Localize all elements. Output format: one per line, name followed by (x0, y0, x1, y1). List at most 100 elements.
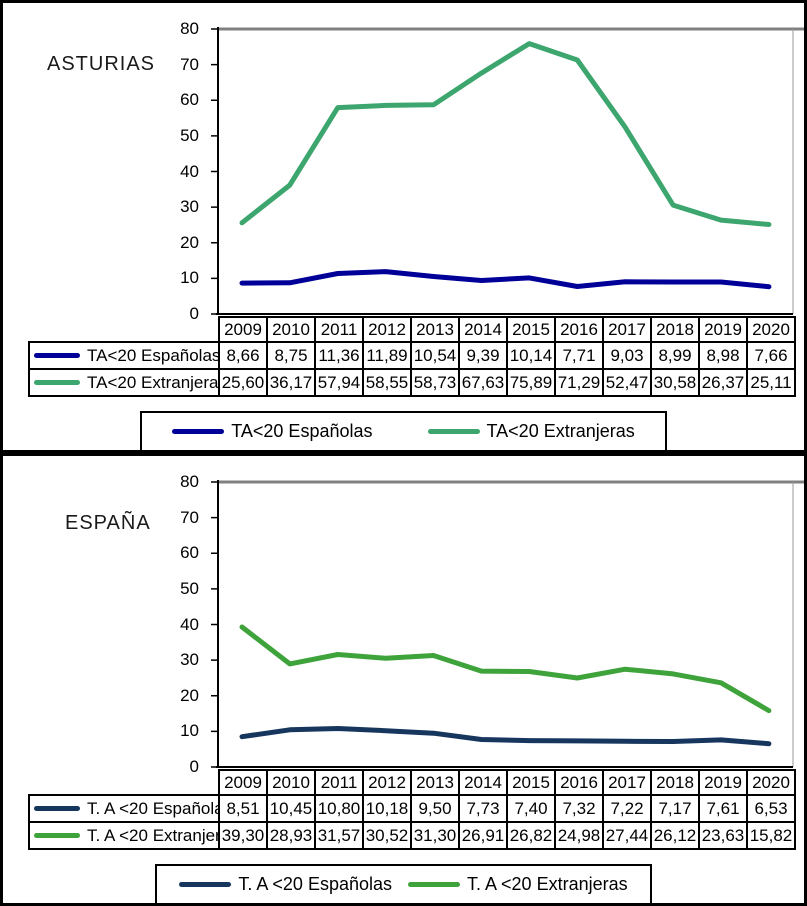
series-name: TA<20 Españolas (87, 345, 219, 365)
y-tick-label: 40 (180, 161, 199, 181)
line-t-a-20-espa-olas (239, 726, 772, 747)
legend-line-swatch (172, 429, 225, 434)
value-cell: 7,71 (554, 341, 604, 370)
value-cell: 31,57 (314, 821, 364, 850)
series-label-cell: TA<20 Españolas (28, 341, 220, 370)
value-cell: 28,93 (266, 821, 316, 850)
legend-entry-ta-20-extranjeras: TA<20 Extranjeras (427, 421, 635, 442)
legend-line-swatch (179, 882, 232, 887)
value-cell: 7,40 (506, 794, 556, 823)
panel-espana: ESPAÑA 0 10 20 30 40 50 60 70 80 2009 2010 2011 201… (0, 453, 807, 906)
value-cell: 10,18 (362, 794, 412, 823)
year-label: 2017 (602, 316, 652, 343)
y-tick-label: 10 (180, 721, 199, 741)
y-tick-label: 60 (180, 543, 199, 563)
year-label: 2020 (746, 316, 796, 343)
series-label: TA<20 Extranjeras (31, 373, 217, 393)
value-cell: 23,63 (698, 821, 748, 850)
value-cell: 10,45 (266, 794, 316, 823)
value-cell: 26,91 (458, 821, 508, 850)
y-tick-label: 60 (180, 90, 199, 110)
data-table-asturias: 2009 2010 2011 2012 2013 2014 2015 2016 2017 2018… (28, 316, 796, 397)
value-cell: 6,53 (746, 794, 796, 823)
table-row-ta-20-espa-olas: TA<20 Españolas 8,66 8,75 11,36 11,89 10,54 9,… (28, 341, 796, 370)
year-label: 2011 (314, 769, 364, 796)
series-label: TA<20 Españolas (31, 345, 219, 366)
legend-label: TA<20 Españolas (231, 421, 373, 441)
value-cell: 8,66 (218, 341, 268, 370)
value-cell: 11,36 (314, 341, 364, 370)
y-tick-label: 70 (180, 507, 199, 527)
value-cell: 9,50 (410, 794, 460, 823)
value-cell: 10,54 (410, 341, 460, 370)
y-tick-label: 0 (189, 304, 199, 323)
value-cell: 9,03 (602, 341, 652, 370)
y-tick-label: 40 (180, 614, 199, 634)
legend-entry-t-a-20-espa-olas: T. A <20 Españolas (179, 874, 392, 895)
legend-asturias: TA<20 Españolas TA<20 Extranjeras (140, 411, 667, 450)
year-label: 2018 (650, 769, 700, 796)
legend-label: TA<20 Extranjeras (486, 421, 635, 441)
value-cell: 71,29 (554, 368, 604, 397)
value-cell: 11,89 (362, 341, 412, 370)
value-cell: 7,73 (458, 794, 508, 823)
legend-label: T. A <20 Españolas (238, 874, 393, 894)
value-cell: 24,98 (554, 821, 604, 850)
legend-label: T. A <20 Extranjeras (467, 874, 628, 894)
year-label: 2019 (698, 769, 748, 796)
value-cell: 7,22 (602, 794, 652, 823)
y-tick-label: 10 (180, 268, 199, 288)
value-cell: 25,60 (218, 368, 268, 397)
x-axis-row: 2009 2010 2011 2012 2013 2014 2015 2016 2017 2018… (29, 769, 796, 796)
year-label: 2012 (362, 316, 412, 343)
legend-line-swatch (34, 353, 80, 358)
value-cell: 30,58 (650, 368, 700, 397)
table-row-t-a-20-espa-olas: T. A <20 Españolas 8,51 10,45 10,80 10,18 9,5… (28, 794, 796, 823)
year-label: 2010 (266, 769, 316, 796)
value-cell: 7,32 (554, 794, 604, 823)
series-label-cell: T. A <20 Españolas (28, 794, 220, 823)
y-tick-label: 0 (189, 757, 199, 776)
value-cell: 52,47 (602, 368, 652, 397)
plot-asturias (211, 27, 804, 315)
value-cell: 67,63 (458, 368, 508, 397)
y-tick-label: 50 (180, 125, 199, 145)
year-label: 2016 (554, 769, 604, 796)
chart-title: ESPAÑA (65, 512, 151, 534)
series-label: T. A <20 Extranjeras (31, 825, 217, 846)
year-label: 2009 (218, 769, 268, 796)
series-label-cell: T. A <20 Extranjeras (28, 821, 220, 850)
series-name: T. A <20 Extranjeras (87, 825, 217, 845)
y-tick-label: 30 (180, 197, 199, 217)
year-label: 2009 (218, 316, 268, 343)
chart-title: ASTURIAS (47, 53, 156, 75)
legend-line-swatch (34, 806, 80, 811)
x-axis-row: 2009 2010 2011 2012 2013 2014 2015 2016 2017 2018… (29, 316, 796, 343)
value-cell: 58,55 (362, 368, 412, 397)
legend-espana: T. A <20 Españolas T. A <20 Extranjeras (155, 864, 652, 903)
year-label: 2017 (602, 769, 652, 796)
legend-line-swatch (34, 833, 80, 838)
series-label-cell: TA<20 Extranjeras (28, 368, 220, 397)
value-cell: 57,94 (314, 368, 364, 397)
legend-line-swatch (427, 429, 480, 434)
legend-line-swatch (408, 882, 461, 887)
chart-area-espana: ESPAÑA 0 10 20 30 40 50 60 70 80 (3, 456, 804, 776)
legend-entry-ta-20-espa-olas: TA<20 Españolas (172, 421, 373, 442)
value-cell: 36,17 (266, 368, 316, 397)
value-cell: 39,30 (218, 821, 268, 850)
legend-entry-t-a-20-extranjeras: T. A <20 Extranjeras (408, 874, 628, 895)
year-label: 2014 (458, 316, 508, 343)
value-cell: 75,89 (506, 368, 556, 397)
value-cell: 8,98 (698, 341, 748, 370)
value-cell: 15,82 (746, 821, 796, 850)
series-name: T. A <20 Españolas (87, 798, 219, 818)
y-tick-label: 50 (180, 578, 199, 598)
table-row-t-a-20-extranjeras: T. A <20 Extranjeras39,3028,9331,5730,52… (28, 821, 796, 850)
plot-espana (211, 480, 804, 768)
line-ta-20-extranjeras (239, 41, 772, 227)
year-label: 2020 (746, 769, 796, 796)
value-cell: 9,39 (458, 341, 508, 370)
year-label: 2015 (506, 769, 556, 796)
